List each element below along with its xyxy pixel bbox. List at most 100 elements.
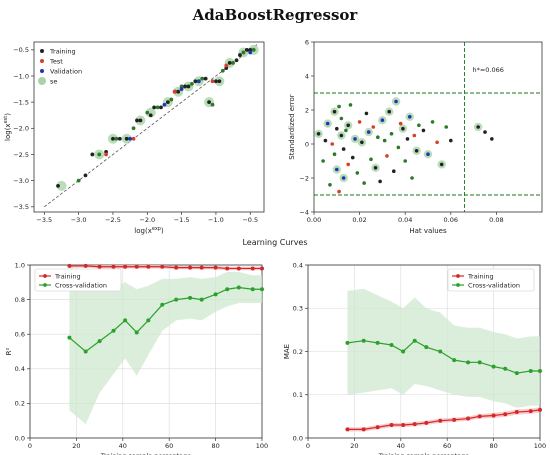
mae-curve-marker-0-2 [375, 425, 380, 430]
williams-point-5 [330, 142, 335, 146]
williams-point-29 [371, 125, 376, 129]
williams-point-33 [380, 118, 385, 122]
williams-point-14 [341, 147, 346, 151]
parity-plot-frame [33, 41, 265, 213]
williams-point-55 [444, 125, 449, 129]
r2-curve-legend-box [34, 268, 122, 292]
parity-validation-point-1 [162, 102, 167, 107]
mae-curve-marker-1-5 [412, 338, 417, 343]
williams-point-32 [378, 179, 382, 184]
mae-curve-legend-label-0: Training [467, 272, 494, 280]
parity-training-point-31 [210, 102, 215, 107]
williams-point-10 [337, 104, 341, 109]
figure-subtitle: Learning Curves [242, 238, 308, 247]
mae-curve-ytick-label-0: 0.0 [293, 434, 303, 442]
parity-test-point-2 [172, 89, 177, 94]
r2-curve-marker-0-4 [123, 264, 128, 269]
mae-curve-xtick-label-2: 40 [397, 442, 405, 450]
mae-curve-marker-0-13 [514, 410, 519, 415]
parity-ytick-label-3: −2.0 [13, 125, 29, 133]
mae-curve-marker-1-10 [477, 360, 482, 365]
williams-ylabel: Standardized error [288, 94, 296, 160]
parity-training-point-29 [203, 76, 208, 81]
r2-curve-xtick-label-5: 100 [256, 442, 268, 450]
williams-point-41 [398, 121, 403, 126]
mae-curve-marker-0-11 [491, 413, 496, 418]
parity-xtick-label-6: −0.5 [242, 216, 258, 224]
williams-point-21 [353, 137, 357, 141]
williams-point-46 [410, 176, 414, 180]
williams-point-35 [385, 154, 389, 158]
williams-point-49 [417, 123, 421, 128]
mae-curve-marker-1-11 [491, 364, 496, 369]
parity-validation-point-2 [179, 87, 184, 91]
mae-curve-marker-0-8 [452, 417, 457, 422]
parity-training-point-38 [234, 58, 239, 63]
parity-legend-marker-2 [40, 69, 44, 73]
williams-point-13 [339, 116, 344, 121]
r2-curve-marker-1-12 [225, 287, 230, 292]
r2-curve-marker-0-6 [146, 264, 151, 269]
parity-training-point-3 [90, 152, 95, 157]
parity-legend-label-2: Validation [50, 67, 82, 75]
r2-curve-xtick-label-2: 40 [119, 442, 127, 450]
parity-training-point-17 [159, 105, 163, 110]
parity-training-point-25 [190, 81, 194, 86]
mae-curve-ylabel: MAE [283, 344, 291, 359]
mae-curve-marker-1-13 [514, 371, 519, 376]
parity-test-point-4 [224, 63, 229, 68]
williams-point-31 [376, 135, 380, 139]
williams-xlabel: Hat values [409, 227, 447, 235]
williams-ytick-label-0: −4 [299, 208, 309, 216]
r2-curve-marker-0-1 [83, 263, 88, 268]
parity-xtick-label-4: −1.5 [174, 216, 190, 224]
parity-test-point-3 [210, 79, 215, 84]
parity-ylabel: log(xest) [3, 113, 12, 141]
r2-curve-ytick-label-1: 0.2 [15, 400, 25, 408]
r2-curve-band-1 [69, 265, 262, 425]
williams-ytick-label-3: 2 [305, 106, 309, 114]
williams-point-34 [382, 138, 387, 143]
williams-point-54 [439, 162, 444, 167]
r2-curve-marker-1-15 [260, 287, 264, 292]
mae-curve-line-1 [347, 339, 540, 374]
williams-hstar-label: h*=0.066 [472, 66, 503, 74]
williams-xtick-label-4: 0.08 [489, 216, 503, 224]
williams-point-39 [394, 99, 398, 104]
williams-ytick-label-5: 6 [305, 38, 309, 46]
parity-training-point-28 [200, 76, 205, 81]
r2-curve-marker-1-6 [146, 318, 151, 323]
r2-curve-line-0 [69, 265, 262, 270]
r2-curve-marker-1-1 [83, 349, 88, 354]
williams-point-25 [362, 181, 366, 185]
parity-training-point-34 [220, 68, 225, 73]
r2-curve-marker-0-14 [250, 266, 255, 271]
r2-curve-marker-1-2 [97, 339, 102, 344]
williams-point-50 [421, 128, 426, 133]
parity-legend-marker-3 [38, 77, 46, 85]
r2-curve-marker-0-0 [67, 263, 72, 268]
williams-point-37 [389, 132, 394, 136]
parity-training-point-11 [135, 118, 139, 123]
parity-training-point-9 [124, 136, 129, 141]
williams-point-52 [430, 120, 435, 124]
r2-curve-marker-1-3 [111, 328, 116, 333]
parity-ytick-label-0: −3.5 [13, 203, 29, 211]
williams-point-36 [387, 109, 392, 114]
parity-training-point-23 [183, 84, 187, 89]
parity-training-point-19 [169, 97, 174, 102]
parity-training-point-33 [217, 79, 222, 84]
mae-curve-marker-0-5 [412, 422, 417, 427]
williams-point-9 [335, 167, 339, 172]
williams-point-16 [344, 128, 348, 133]
mae-curve-marker-1-12 [503, 366, 508, 371]
parity-training-point-16 [155, 105, 160, 110]
parity-xtick-label-3: −2.0 [139, 216, 155, 224]
parity-training-point-26 [193, 79, 198, 84]
parity-training-point-30 [207, 100, 211, 105]
r2-curve-marker-1-13 [236, 285, 241, 290]
mae-curve-marker-0-0 [345, 427, 350, 432]
williams-point-23 [357, 120, 362, 124]
parity-legend-marker-0 [40, 49, 44, 53]
mae-curve-legend-marker-1 [456, 283, 460, 287]
